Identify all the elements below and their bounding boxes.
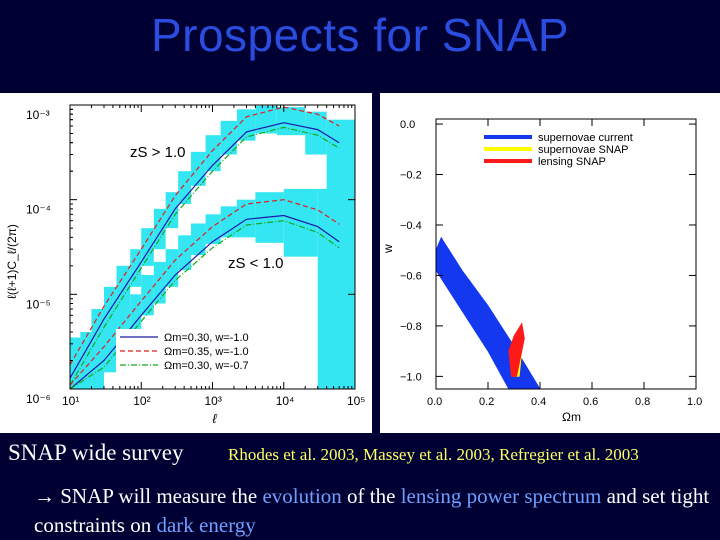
survey-caption: SNAP wide survey xyxy=(8,440,184,465)
x-tick-label-1: 0.2 xyxy=(479,396,494,408)
plot-frame xyxy=(435,118,697,390)
y-tick-label-2: −0.4 xyxy=(400,220,422,232)
x-tick-label-3: 10⁴ xyxy=(276,394,295,408)
error-band-bin-0-15 xyxy=(276,107,306,136)
error-band-bin-0-13 xyxy=(236,109,256,141)
contour-group xyxy=(436,236,541,389)
y-axis-label: ℓ(ℓ+1)C_ℓ/(2π) xyxy=(5,224,19,299)
error-band-bin-0-16 xyxy=(305,111,327,155)
error-band-bin-0-11 xyxy=(205,135,221,172)
x-axis-label: Ωm xyxy=(562,410,581,424)
error-band-bin-1-7 xyxy=(153,261,166,304)
x-tick-label-2: 10³ xyxy=(205,394,222,408)
y-tick-label-4: −0.8 xyxy=(400,321,422,333)
annotation-zs-high: zS > 1.0 xyxy=(130,144,185,161)
highlight-dark-energy: dark energy xyxy=(156,513,256,537)
x-tick-label-1: 10² xyxy=(133,394,150,408)
y-tick-label-3: 10⁻⁶ xyxy=(26,392,51,406)
series-line-1 xyxy=(69,106,340,366)
error-band-bin-0-17 xyxy=(326,119,355,193)
y-tick-label-3: −0.6 xyxy=(400,270,422,282)
error-band-bin-0-8 xyxy=(165,192,179,229)
series-line-0 xyxy=(69,122,340,379)
bullet-text-2: of the xyxy=(341,484,401,508)
series-line-2 xyxy=(69,126,340,386)
x-tick-label-5: 1.0 xyxy=(687,396,702,408)
error-band-bin-1-11 xyxy=(205,214,221,245)
y-tick-label-1: 10⁻⁴ xyxy=(26,203,51,217)
y-axis-label: w xyxy=(381,244,395,254)
x-axis-label: ℓ xyxy=(213,411,218,426)
bullet-text-1: SNAP will measure the xyxy=(55,484,263,508)
error-band-bin-1-8 xyxy=(165,249,179,287)
y-tick-label-0: 10⁻³ xyxy=(26,108,50,122)
error-band-bin-1-13 xyxy=(236,199,256,238)
error-band-bin-1-1 xyxy=(80,332,92,389)
x-tick-label-2: 0.4 xyxy=(531,396,546,408)
error-band-bin-0-4 xyxy=(116,265,131,316)
references-caption: Rhodes et al. 2003, Massey et al. 2003, … xyxy=(228,445,639,464)
legend-label-1: Ωm=0.35, w=-1.0 xyxy=(164,346,249,358)
highlight-evolution: evolution xyxy=(262,484,342,508)
dark-energy-constraints-svg: 0.0 0.2 0.4 0.6 0.8 1.0 0.0 −0.2 −0.4 −0.6 −0.8 −1.… xyxy=(381,118,702,424)
series-line-4 xyxy=(69,199,340,386)
y-tick-label-5: −1.0 xyxy=(400,371,422,383)
y-tick-label-0: 0.0 xyxy=(400,119,415,131)
legend-label-0: Ωm=0.30, w=-1.0 xyxy=(164,332,249,344)
error-band-bin-0-9 xyxy=(178,171,192,204)
y-tick-label-1: −0.2 xyxy=(400,170,422,182)
x-tick-label-3: 0.6 xyxy=(583,396,598,408)
x-tick-label-0: 0.0 xyxy=(427,396,442,408)
legend-label-1: supernovae SNAP xyxy=(538,144,629,156)
highlight-lensing-power-spectrum: lensing power spectrum xyxy=(400,484,602,508)
y-tick-label-2: 10⁻⁵ xyxy=(26,297,51,311)
error-band-bin-1-0 xyxy=(70,337,81,389)
error-band-bin-1-6 xyxy=(141,275,154,316)
arrow-icon: → xyxy=(34,484,55,508)
legend-box xyxy=(116,329,306,381)
error-band-bin-1-5 xyxy=(130,294,142,338)
error-band-bin-1-9 xyxy=(178,235,192,271)
dark-energy-constraints-plot: 0.0 0.2 0.4 0.6 0.8 1.0 0.0 −0.2 −0.4 −0.6 −0.8 −1.… xyxy=(380,93,720,433)
x-tick-label-4: 10⁵ xyxy=(347,394,365,408)
error-band-bin-0-5 xyxy=(130,249,142,287)
x-tick-label-4: 0.8 xyxy=(635,396,650,408)
bullet-point: → SNAP will measure the evolution of the… xyxy=(34,482,714,540)
x-tick-label-0: 10¹ xyxy=(62,394,79,408)
error-band-bin-0-7 xyxy=(153,208,166,250)
annotation-zs-low: zS < 1.0 xyxy=(228,255,283,272)
error-band-bin-0-10 xyxy=(191,151,206,186)
power-spectrum-plot: 10¹ 10² 10³ 10⁴ 10⁵ 10⁻³ 10⁻⁴ 10⁻⁵ 10⁻⁶ ℓ ℓ(ℓ+1)C_… xyxy=(0,93,372,433)
error-band-bin-1-12 xyxy=(220,206,237,238)
slide-title: Prospects for SNAP xyxy=(150,9,570,61)
power-spectrum-svg: 10¹ 10² 10³ 10⁴ 10⁵ 10⁻³ 10⁻⁴ 10⁻⁵ 10⁻⁶ ℓ ℓ(ℓ+1)C_… xyxy=(5,104,365,426)
legend-label-0: supernovae current xyxy=(538,132,633,144)
bullet-text-3: and set tight constraints on xyxy=(34,484,710,537)
contour-2 xyxy=(508,322,525,377)
legend-label-2: Ωm=0.30, w=-0.7 xyxy=(164,360,249,372)
error-band-bin-1-16 xyxy=(317,188,355,389)
legend-label-2: lensing SNAP xyxy=(538,156,606,168)
contour-0 xyxy=(436,236,541,389)
